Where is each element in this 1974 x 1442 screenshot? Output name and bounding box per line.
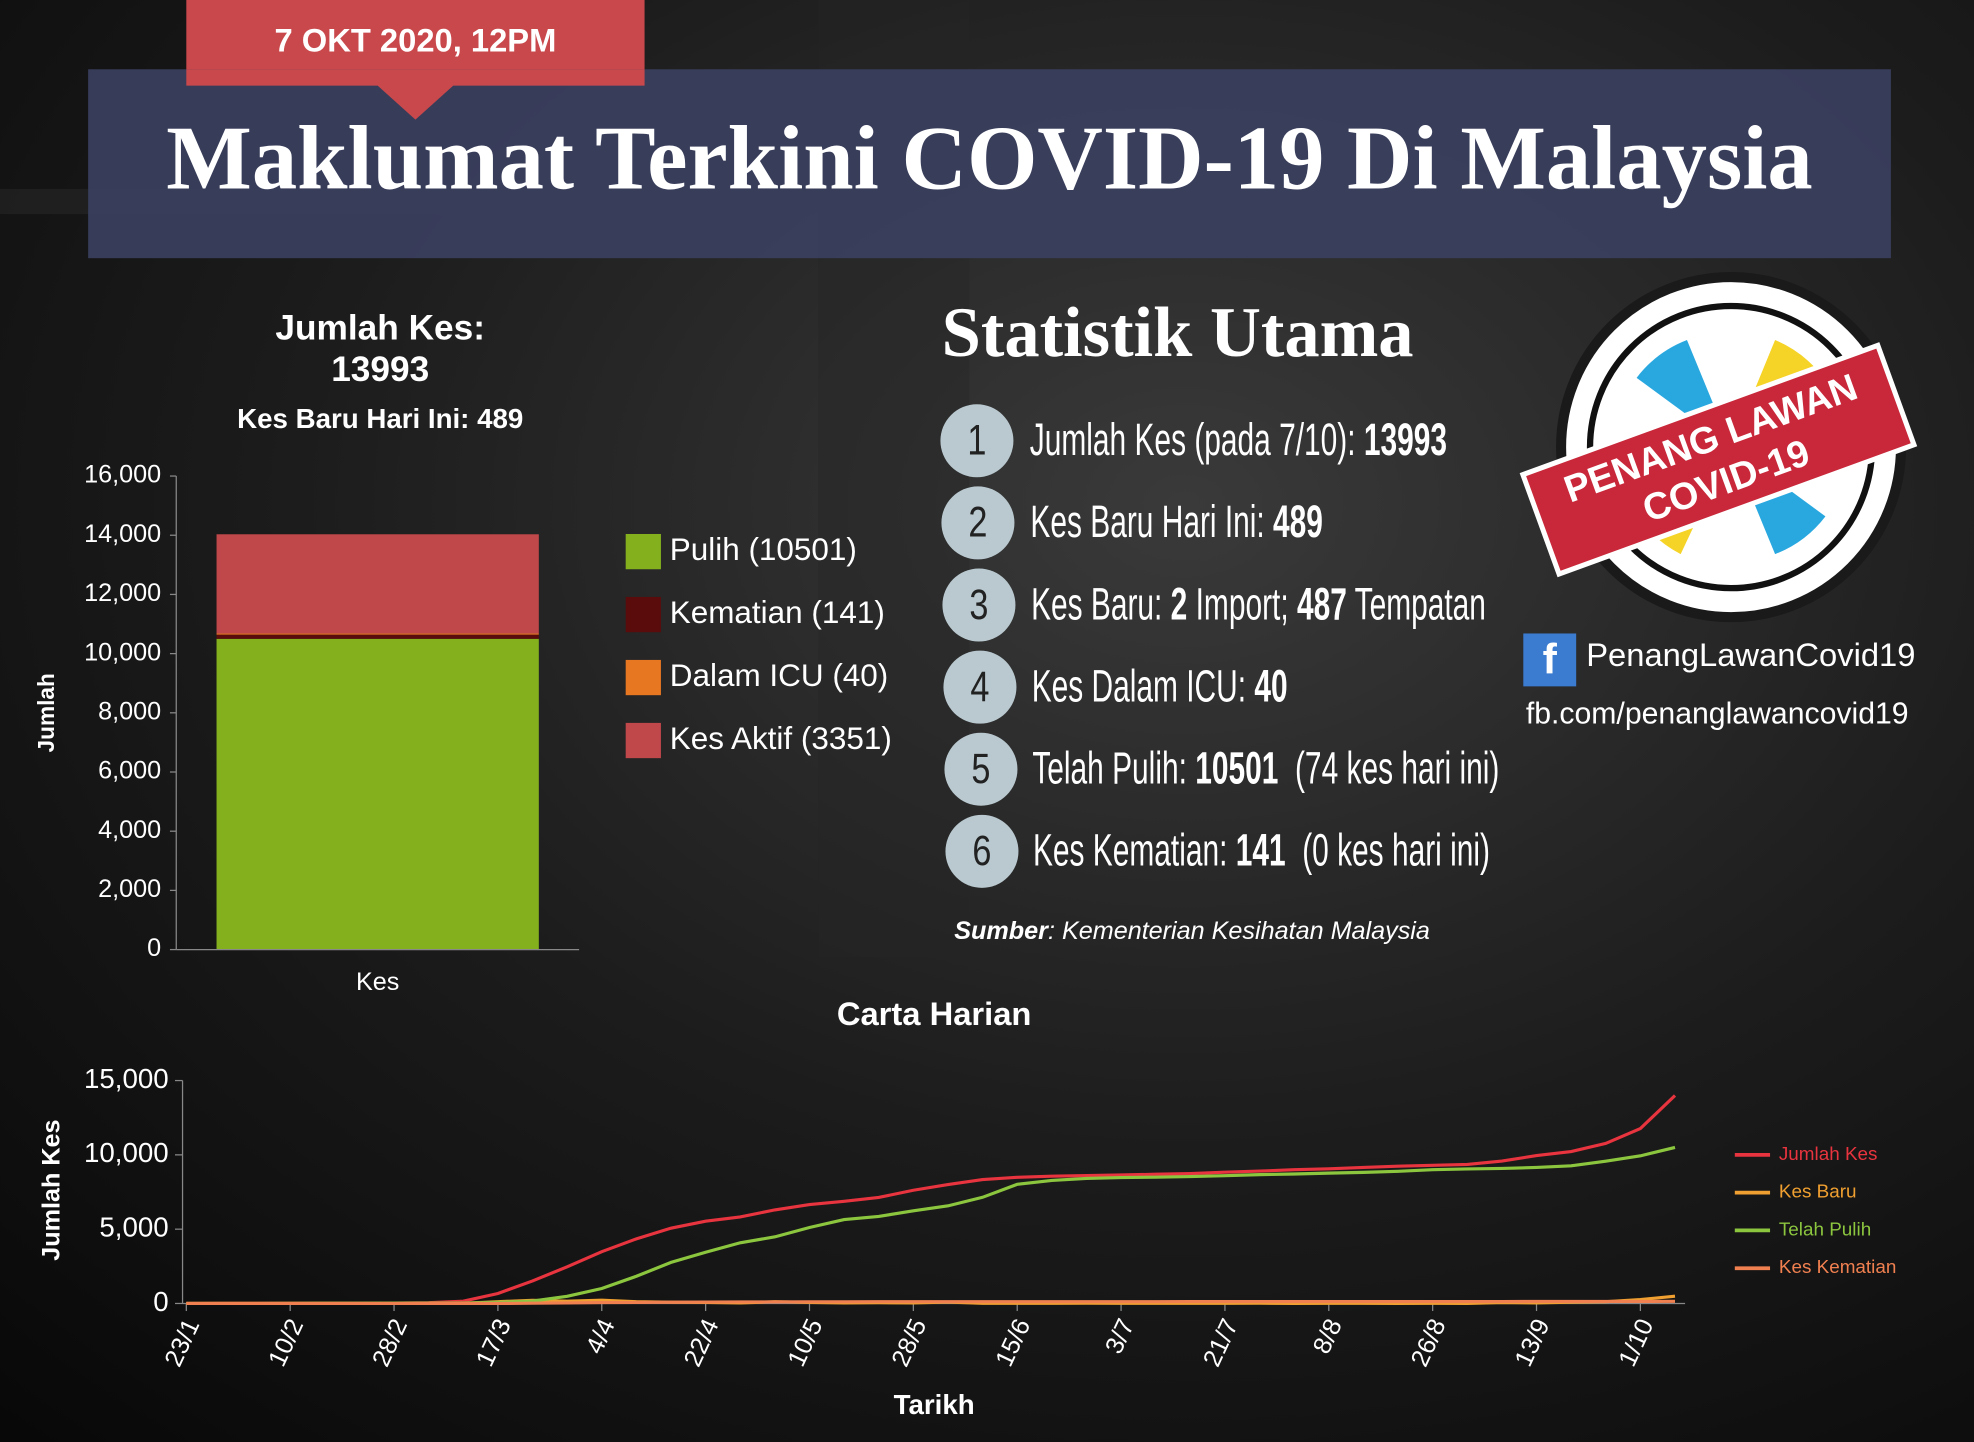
stat-number: 1	[967, 417, 986, 464]
stat-number: 6	[972, 828, 991, 875]
bar-title: Jumlah Kes:	[275, 308, 485, 347]
source-label: Sumber	[954, 917, 1049, 945]
stat-part: 13993	[1364, 415, 1447, 466]
legend-swatch	[625, 722, 661, 759]
date-tab-overlap	[186, 69, 645, 120]
stat-part: 141	[1236, 826, 1286, 877]
legend-label: Kematian (141)	[670, 595, 885, 630]
y-axis-title: Jumlah Kes	[38, 1119, 66, 1260]
stat-number: 4	[970, 663, 989, 710]
stat-number: 3	[969, 581, 988, 628]
stat-badge	[941, 486, 1015, 560]
legend-swatch	[625, 533, 661, 570]
stat-part: Jumlah Kes (pada 7/10):	[1030, 415, 1364, 466]
date-tab	[186, 0, 645, 120]
fb-page[interactable]: PenangLawanCovid19	[1586, 636, 1915, 673]
logo: PENANG LAWAN COVID-19	[1519, 272, 1918, 623]
y-tick-label: 15,000	[84, 1063, 169, 1094]
legend-label: Kes Kematian	[1779, 1257, 1896, 1278]
bar-segment	[216, 634, 539, 639]
y-tick-label: 5,000	[99, 1211, 168, 1242]
stat-text: Telah Pulih: 10501 (74 kes hari ini)	[1032, 744, 1499, 795]
stat-part: 489	[1273, 497, 1323, 548]
fb-icon-letter: f	[1543, 636, 1558, 684]
stat-part: Kes Dalam ICU:	[1032, 661, 1255, 712]
y-tick-label: 8,000	[98, 697, 161, 725]
main-title: Maklumat Terkini COVID-19 Di Malaysia	[166, 107, 1812, 208]
stat-badge	[942, 568, 1016, 642]
data-line	[186, 1299, 1676, 1306]
stat-text: Jumlah Kes (pada 7/10): 13993	[1030, 415, 1447, 466]
line-title: Carta Harian	[837, 995, 1032, 1032]
stat-text: Kes Kematian: 141 (0 kes hari ini)	[1033, 826, 1490, 877]
stat-part: Kes Baru:	[1031, 579, 1171, 630]
stats-title: Statistik Utama	[942, 294, 1414, 372]
stats-list: 1 Jumlah Kes (pada 7/10): 13993 2 Kes Baru …	[940, 404, 1499, 888]
stat-badge	[940, 404, 1014, 478]
bar-segment	[216, 534, 539, 634]
stat-badge	[944, 732, 1018, 806]
stat-text: Kes Baru: 2 Import; 487 Tempatan	[1031, 579, 1486, 630]
bar-title: 13993	[331, 350, 429, 389]
x-axis-title: Tarikh	[894, 1389, 975, 1420]
legend-label: Telah Pulih	[1779, 1219, 1871, 1240]
stat-part: Telah Pulih:	[1032, 744, 1195, 795]
y-tick-label: 10,000	[84, 1137, 169, 1168]
stat-part: Tempatan	[1347, 579, 1486, 630]
fb-url[interactable]: fb.com/penanglawancovid19	[1526, 697, 1909, 730]
stat-badge	[943, 650, 1017, 724]
y-tick-label: 10,000	[84, 638, 161, 666]
x-tick-label: Kes	[356, 968, 399, 996]
y-tick-label: 16,000	[84, 461, 161, 489]
stat-part: Kes Baru Hari Ini:	[1030, 497, 1273, 548]
date: 7 OKT 2020, 12PM	[275, 21, 557, 58]
source-text: : Kementerian Kesihatan Malaysia	[1048, 917, 1430, 945]
bar-segment	[216, 633, 539, 635]
y-tick-label: 0	[147, 934, 161, 962]
stat-number: 2	[968, 499, 987, 546]
fb-icon	[1523, 633, 1577, 687]
legend-label: Jumlah Kes	[1779, 1144, 1878, 1165]
stat-text: Kes Dalam ICU: 40	[1032, 661, 1288, 712]
legend-label: Pulih (10501)	[670, 532, 857, 567]
stat-part: Kes Kematian:	[1033, 826, 1236, 877]
legend-swatch	[625, 659, 661, 696]
y-tick-label: 14,000	[84, 520, 161, 548]
y-tick-label: 4,000	[98, 816, 161, 844]
stat-part: 10501	[1195, 744, 1278, 795]
y-axis-title: Jumlah	[33, 673, 59, 752]
bar-subtitle: Kes Baru Hari Ini: 489	[237, 403, 523, 434]
y-tick-label: 2,000	[98, 875, 161, 903]
stat-part: (0 kes hari ini)	[1286, 826, 1490, 877]
stat-text: Kes Baru Hari Ini: 489	[1030, 497, 1323, 548]
stat-badge	[945, 814, 1019, 888]
stat-part: Import;	[1187, 579, 1297, 630]
legend-label: Dalam ICU (40)	[670, 658, 889, 693]
legend-label: Kes Baru	[1779, 1182, 1857, 1203]
stat-number: 5	[971, 746, 990, 793]
stat-part: (74 kes hari ini)	[1278, 744, 1499, 795]
y-tick-label: 6,000	[98, 757, 161, 785]
stat-part: 40	[1254, 661, 1287, 712]
stat-part: 487	[1297, 579, 1347, 630]
legend-swatch	[625, 596, 661, 633]
title-band	[88, 69, 1891, 259]
legend-label: Kes Aktif (3351)	[670, 721, 892, 756]
y-tick-label: 0	[153, 1286, 168, 1317]
y-tick-label: 12,000	[84, 579, 161, 607]
bar-segment	[216, 638, 539, 950]
stat-part: 2	[1171, 579, 1188, 630]
source: Sumber: Kementerian Kesihatan Malaysia	[954, 917, 1430, 945]
